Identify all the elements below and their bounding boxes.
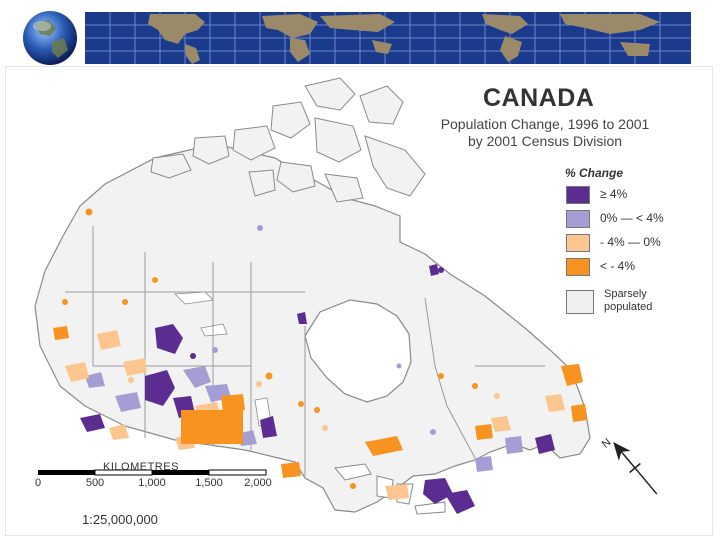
- north-arrow-icon: N: [600, 436, 658, 495]
- legend-swatch: [566, 186, 590, 204]
- legend-label: - 4% — 0%: [600, 235, 661, 249]
- legend-swatch: [566, 258, 590, 276]
- hudson-bay: [304, 299, 412, 403]
- svg-text:N: N: [600, 436, 614, 450]
- scale-tick-label: 0: [34, 477, 42, 489]
- scale-tick-label: 1,000: [138, 477, 166, 489]
- header-banner: [0, 0, 720, 66]
- subtitle-line-2: by 2001 Census Division: [467, 133, 623, 149]
- legend-label: 0% — < 4%: [600, 211, 664, 225]
- scale-title: KILOMETRES: [103, 461, 179, 473]
- legend-swatch: [566, 210, 590, 228]
- map-title: CANADA: [483, 84, 595, 112]
- scale-tick-label: 2,000: [244, 477, 272, 489]
- globe-icon: [18, 6, 82, 66]
- map-subtitle: Population Change, 1996 to 2001 by 2001 …: [410, 116, 680, 150]
- world-map-strip: [18, 6, 691, 66]
- canada-map: [5, 66, 713, 536]
- legend-swatch: [566, 290, 594, 314]
- scale-bar: [38, 469, 267, 476]
- legend-title: % Change: [565, 166, 624, 180]
- legend-label: < - 4%: [600, 259, 636, 273]
- legend-label: ≥ 4%: [600, 187, 628, 201]
- legend-swatch: [566, 234, 590, 252]
- subtitle-line-1: Population Change, 1996 to 2001: [440, 116, 650, 132]
- scale-ratio: 1:25,000,000: [82, 512, 158, 527]
- scale-tick-label: 1,500: [195, 477, 223, 489]
- sparse-line-2: populated: [604, 301, 653, 313]
- legend-sparse-label: Sparsely populated: [604, 288, 684, 314]
- scale-tick-label: 500: [85, 477, 105, 489]
- sparse-line-1: Sparsely: [604, 288, 647, 300]
